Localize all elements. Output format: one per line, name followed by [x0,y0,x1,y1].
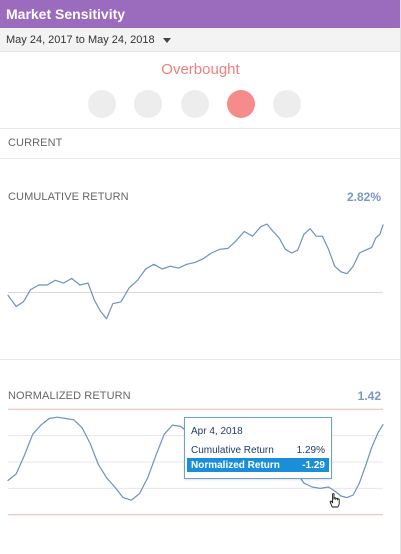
tooltip-date: Apr 4, 2018 [191,426,243,437]
tooltip-row-label: Normalized Return [191,459,280,471]
date-range-label[interactable]: May 24, 2017 to May 24, 2018 [6,33,155,46]
tooltip-row-value: -1.29 [302,459,325,471]
chart-tooltip: Apr 4, 2018 Cumulative Return 1.29% Norm… [184,417,332,479]
panel-header: Market Sensitivity [0,0,400,28]
tooltip-row-normalized: Normalized Return -1.29 [187,458,329,472]
normalized-return-label: NORMALIZED RETURN [8,390,131,402]
sensitivity-level-dot-3 [181,90,209,118]
tooltip-row-value: 1.29% [296,444,325,456]
normalized-return-value: 1.42 [357,389,381,403]
sensitivity-level-dot-5 [273,90,301,118]
sensitivity-status-title: Overbought [161,61,240,78]
section-divider-cumulative [0,359,400,360]
sensitivity-level-dot-4 [227,90,255,118]
sensitivity-level-indicator [0,90,400,118]
panel-title: Market Sensitivity [6,6,126,22]
date-range-selector[interactable]: May 24, 2017 to May 24, 2018 [0,28,400,52]
section-divider-top [0,128,400,129]
tooltip-row-cumulative: Cumulative Return 1.29% [191,443,325,457]
sensitivity-level-dot-1 [88,90,116,118]
section-divider-current [0,158,400,159]
hand-pointer-icon [329,493,340,508]
cumulative-return-label: CUMULATIVE RETURN [8,191,129,203]
cumulative-return-value: 2.82% [346,190,381,204]
tooltip-row-label: Cumulative Return [191,444,274,456]
current-section-label: CURRENT [8,137,63,149]
series-line-0 [7,223,384,320]
sensitivity-level-dot-2 [134,90,162,118]
chevron-down-icon[interactable] [162,37,171,43]
